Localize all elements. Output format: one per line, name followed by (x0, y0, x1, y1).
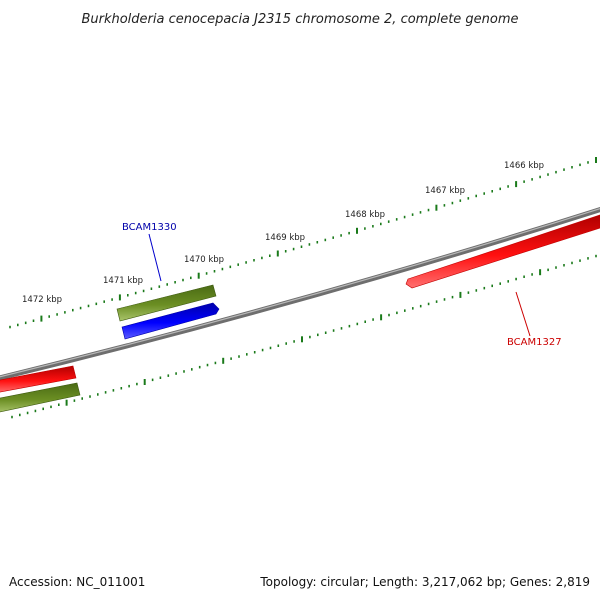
gene-feature-green-left[interactable] (0, 382, 81, 413)
accession-label: Accession: NC_011001 (9, 575, 145, 589)
scale-label-1467: 1467 kbp (425, 186, 465, 196)
scale-label-1469: 1469 kbp (265, 233, 305, 243)
bcam1330-label[interactable]: BCAM1330 (122, 222, 177, 233)
scale-label-1466: 1466 kbp (504, 161, 544, 171)
bcam1330-callout-line (148, 233, 162, 282)
scale-label-1471: 1471 kbp (103, 276, 143, 286)
gene-feature-red-left[interactable] (0, 365, 77, 393)
scale-label-1470: 1470 kbp (184, 255, 224, 265)
outer-scale-ring (9, 157, 597, 329)
chromosome-backbone (0, 206, 600, 381)
gene-feature-bcam1330[interactable] (121, 302, 220, 340)
scale-labels: 1466 kbp 1467 kbp 1468 kbp 1469 kbp 1470… (22, 161, 544, 305)
bcam1327-label[interactable]: BCAM1327 (507, 337, 562, 348)
chromosome-backbone-highlight (0, 207, 600, 378)
genome-summary: Topology: circular; Length: 3,217,062 bp… (259, 575, 590, 589)
bcam1327-callout-line (515, 291, 531, 337)
scale-label-1468: 1468 kbp (345, 210, 385, 220)
scale-label-1472: 1472 kbp (22, 295, 62, 305)
gene-feature-green-upper[interactable] (116, 284, 217, 322)
inner-scale-ring (11, 254, 597, 419)
map-title: Burkholderia cenocepacia J2315 chromosom… (81, 12, 518, 27)
gene-feature-bcam1327[interactable] (405, 214, 600, 289)
